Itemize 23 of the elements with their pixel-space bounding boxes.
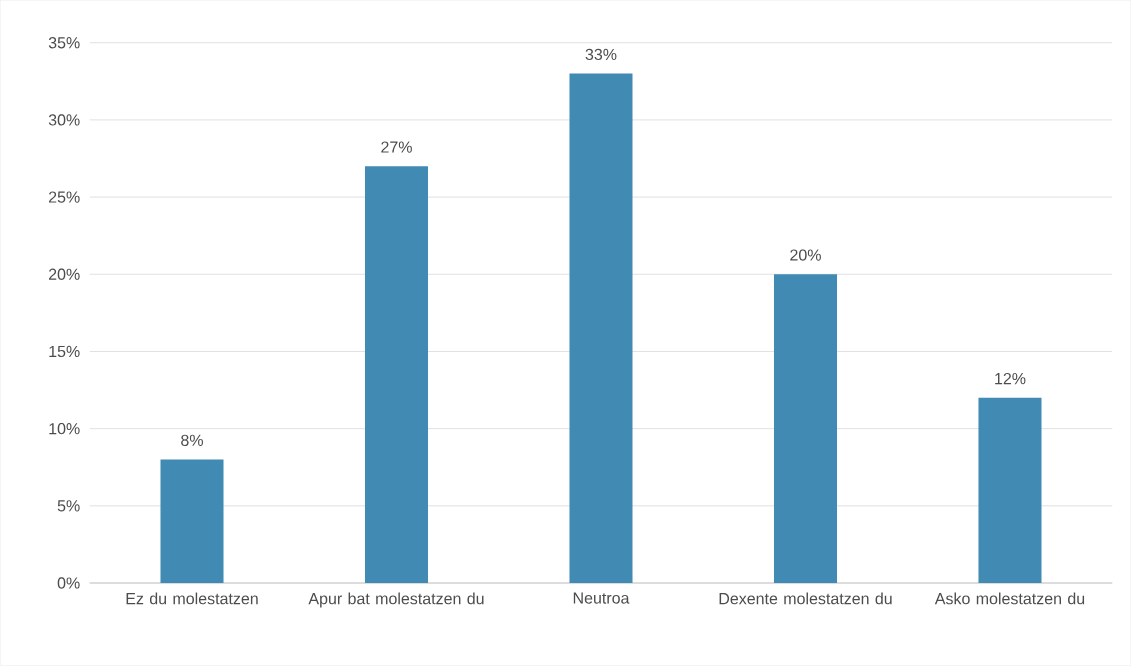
x-tick-label: Neutroa <box>573 592 630 604</box>
bar <box>364 166 429 584</box>
y-tick-label: 15% <box>49 345 80 358</box>
y-tick-label: 35% <box>48 37 80 49</box>
bar <box>773 274 838 584</box>
x-tick-label: Ez du molestatzen <box>126 592 258 605</box>
data-label: 33% <box>585 48 617 61</box>
y-tick-label: 30% <box>48 114 80 126</box>
bar <box>978 397 1042 584</box>
x-tick-label: Apur bat molestatzen du <box>308 592 484 608</box>
y-tick-label: 25% <box>48 191 80 203</box>
x-tick-label: Asko molestatzen du <box>934 592 1085 605</box>
bar <box>569 73 633 584</box>
y-tick-label: 10% <box>49 423 80 435</box>
x-tick-label: Dexente molestatzen du <box>719 592 892 605</box>
data-label: 27% <box>381 141 412 153</box>
data-label: 20% <box>790 249 821 261</box>
y-tick-label: 0% <box>57 577 80 589</box>
y-tick-label: 20% <box>48 268 80 281</box>
y-tick-label: 5% <box>57 500 80 512</box>
data-label: 12% <box>995 373 1026 385</box>
data-label: 8% <box>181 434 203 447</box>
bar <box>160 459 224 584</box>
